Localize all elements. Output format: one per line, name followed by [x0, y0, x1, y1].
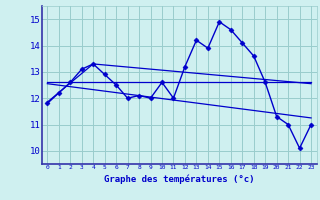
- X-axis label: Graphe des températures (°c): Graphe des températures (°c): [104, 175, 254, 184]
